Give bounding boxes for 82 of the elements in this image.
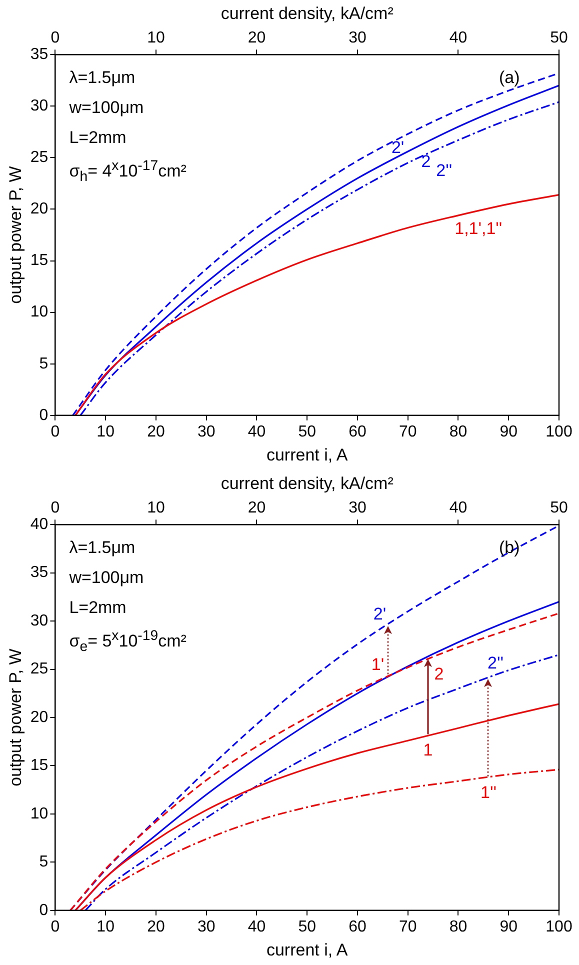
x-axis-title: current i, A: [266, 445, 348, 464]
annotation: w=100μm: [69, 98, 144, 117]
annotation: 1,1',1'': [454, 218, 502, 238]
x2-tick-label: 30: [348, 499, 366, 516]
x2-tick-label: 10: [147, 499, 165, 516]
x-tick-label: 100: [546, 423, 572, 440]
y-tick-label: 30: [30, 98, 48, 115]
x-tick-label: 50: [298, 918, 316, 936]
x-tick-label: 90: [500, 423, 518, 440]
line-series: [74, 703, 559, 910]
annotation: 1': [371, 654, 384, 674]
annotation: 2': [391, 138, 404, 157]
y-tick-label: 5: [39, 355, 48, 372]
x-tick-label: 20: [147, 423, 165, 440]
annotation: 2'': [436, 161, 452, 180]
y-axis-title: output power P, W: [6, 166, 25, 304]
x-tick-label: 90: [500, 918, 518, 936]
x-tick-label: 70: [398, 423, 417, 440]
y-tick-label: 5: [39, 854, 48, 871]
x-tick-label: 80: [449, 423, 468, 440]
x2-tick-label: 50: [550, 29, 568, 46]
annotation: λ=1.5μm: [69, 68, 136, 87]
x-tick-label: 40: [248, 423, 266, 440]
annotation: λ=1.5μm: [69, 538, 136, 557]
y-tick-label: 10: [30, 304, 48, 321]
x2-tick-label: 40: [449, 29, 468, 46]
annotation: L=2mm: [69, 598, 126, 617]
x-tick-label: 100: [546, 918, 572, 936]
line-series: [74, 194, 559, 416]
annotation: 2'': [487, 654, 504, 673]
x-tick-label: 60: [348, 918, 366, 936]
x-tick-label: 30: [197, 918, 216, 936]
y-axis-title: output power P, W: [6, 648, 25, 786]
x-tick-label: 0: [50, 423, 60, 440]
x-tick-label: 70: [398, 918, 417, 936]
y-tick-label: 20: [30, 708, 48, 726]
y-tick-label: 40: [30, 516, 48, 534]
y-tick-label: 0: [39, 902, 48, 919]
x2-axis-title: current density, kA/cm²: [220, 4, 394, 23]
x2-tick-label: 50: [550, 499, 568, 516]
x-tick-label: 60: [348, 423, 366, 440]
annotation: 1'': [480, 783, 496, 802]
x-tick-label: 80: [449, 918, 468, 936]
y-tick-label: 35: [30, 564, 48, 582]
x-tick-label: 30: [197, 423, 216, 440]
annotation: 1: [423, 740, 433, 760]
y-tick-label: 25: [30, 149, 48, 166]
x2-tick-label: 0: [50, 499, 60, 516]
x2-axis-title: current density, kA/cm²: [220, 474, 394, 493]
x-tick-label: 20: [147, 918, 165, 936]
x-tick-label: 10: [96, 423, 115, 440]
x2-tick-label: 30: [348, 29, 366, 46]
annotation: 2': [373, 604, 386, 624]
annotation: σ$_{e}$= 5$^{x}$10$^{-19}$cm²: [69, 628, 186, 655]
y-tick-label: 20: [30, 200, 48, 218]
y-tick-label: 10: [30, 805, 48, 822]
annotation: σ$_{h}$= 4$^{x}$10$^{-17}$cm²: [69, 158, 186, 185]
y-tick-label: 25: [30, 660, 48, 678]
y-tick-label: 15: [30, 252, 48, 270]
annotation: (a): [499, 68, 520, 87]
annotation: (b): [499, 538, 520, 557]
annotation: L=2mm: [69, 128, 126, 147]
y-tick-label: 0: [39, 406, 48, 424]
annotation: 2: [421, 152, 431, 172]
x2-tick-label: 0: [50, 29, 60, 46]
x-tick-label: 40: [248, 918, 266, 936]
y-tick-label: 35: [30, 46, 48, 64]
x2-tick-label: 20: [248, 499, 266, 516]
line-series: [80, 768, 559, 910]
y-tick-label: 30: [30, 612, 48, 630]
x-axis-title: current i, A: [266, 940, 348, 960]
annotation: w=100μm: [69, 568, 144, 587]
x-tick-label: 50: [298, 423, 316, 440]
line-series: [70, 524, 559, 910]
x2-tick-label: 20: [248, 29, 266, 46]
y-tick-label: 15: [30, 757, 48, 774]
line-series: [84, 654, 559, 910]
x-tick-label: 0: [50, 918, 60, 936]
x-tick-label: 10: [96, 918, 115, 936]
x2-tick-label: 40: [449, 499, 468, 516]
annotation: 2: [434, 664, 444, 684]
x2-tick-label: 10: [147, 29, 165, 46]
